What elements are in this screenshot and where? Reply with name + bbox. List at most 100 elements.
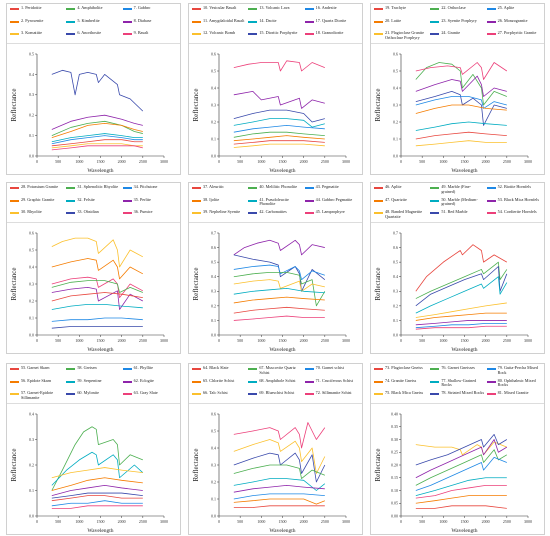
legend-label: 57. Garnet-Epidote Sillimanite [21,390,54,400]
y-tick-label: 0.3 [29,437,34,442]
x-tick-label: 0 [400,338,402,343]
line-chart: 0.0 0.1 0.2 0.3 0.4 0.5 0.6 0 500 1000 1500 2000 250… [189,44,362,174]
legend-swatch [122,199,132,202]
series-line [233,439,326,474]
legend-swatch [486,380,496,383]
legend-swatch [486,8,496,10]
x-tick-label: 500 [55,519,61,524]
legend-label: 17. Quartz Diorite [315,17,347,23]
y-tick-label: 0.5 [211,260,216,265]
legend-label: 76. Garnet Gneisses [441,365,475,370]
legend-label: 42. Carbonatites [259,209,287,214]
legend-item: 23. Syenite Porphyry [430,18,484,24]
legend-label: 30. Rhyolite [21,209,42,214]
series-line [415,322,507,329]
y-tick-label: 0.3 [211,102,216,107]
legend-label: 33. Obsidian [77,209,99,214]
legend-swatch [430,33,440,35]
legend-item: 36. Pumice [122,209,177,215]
legend-swatch [248,20,258,23]
legend-swatch [122,368,132,370]
legend-swatch [10,199,19,202]
y-tick-label: 0.20 [391,462,398,467]
legend-label: 24. Granite [441,30,461,35]
x-tick-label: 2500 [321,338,329,343]
legend-swatch [374,380,383,383]
series-line [233,464,325,479]
legend-label: 13. Volcanic Lava [259,5,290,10]
legend-swatch [486,33,496,35]
y-tick-label: 0.3 [393,102,398,107]
x-tick-label: 0 [218,519,220,524]
legend-label: 52. Biotite Hornfels [497,184,532,189]
y-tick-label: 0.2 [393,119,398,124]
series-line [233,131,325,138]
legend-item: 47. Quartzite [374,197,428,203]
x-tick-label: 1500 [279,159,287,164]
y-tick-label: 0.6 [211,51,216,56]
legend-label: 79. Gutta-Percha Mixed Rock [497,365,539,375]
x-tick-label: 3000 [524,338,532,343]
legend-item: 75. Black Mica Gneiss [374,390,428,396]
x-tick-label: 1000 [257,338,265,343]
legend-label: 70. Garnet schist [315,365,344,370]
legend-label: 49. Marble (Fine-grained) [441,184,471,194]
legend: 10. Vesicular Basalt 13. Volcanic Lava 16.… [189,4,362,44]
legend-item: 12. Volcanic Bomb [192,30,246,36]
x-tick-label: 500 [55,338,61,343]
legend: 64. Black Slate 67. Muscovite Quartz Schi… [189,364,362,404]
legend-swatch [122,212,132,214]
legend-label: 38. Ijolite [203,196,220,202]
y-tick-label: 0.0 [393,153,398,158]
legend-item: 58. Greisen [66,365,120,371]
series-line [415,320,507,326]
y-tick-label: 0.4 [211,445,216,450]
legend-item: 54. Cordierite Hornfels [486,209,541,215]
y-tick-label: 0.6 [29,230,34,235]
y-tick-label: 0.4 [29,411,34,416]
y-tick-label: 0.25 [391,450,398,455]
legend-swatch [66,20,76,23]
legend-item: 51. Red Marble [430,209,484,215]
legend-label: 54. Cordierite Hornfels [497,209,537,214]
legend-item: 5. Kimberlite [66,18,120,24]
y-tick-label: 0.0 [29,153,34,158]
series-line [415,505,507,509]
legend-swatch [248,187,258,189]
legend-item: 60. Mylonite [66,390,120,396]
series-line [415,75,507,97]
x-tick-label: 500 [237,519,243,524]
legend-item: 34. Pitchstone [122,184,177,190]
legend-swatch [66,368,76,370]
legend-item: 4. Amphibolite [66,5,120,11]
series-line [233,254,326,292]
legend-swatch [192,187,201,189]
legend-item: 32. Felsite [66,197,120,203]
series-line [51,317,143,322]
y-tick-label: 0.4 [211,85,216,90]
legend-label: 73. Plagioclase Gneiss [385,365,423,370]
y-tick-label: 0.0 [29,332,34,337]
y-tick-label: 0.2 [211,479,216,484]
x-tick-label: 1500 [279,338,287,343]
y-tick-label: 0.0 [211,513,216,518]
legend-swatch [304,199,314,202]
legend-item: 42. Carbonatites [248,209,302,215]
legend-swatch [304,380,314,383]
x-tick-label: 2500 [503,519,511,524]
legend-label: 68. Amphibole Schist [259,377,296,383]
series-line [51,133,143,143]
y-tick-label: 0.2 [211,303,216,308]
legend: 73. Plagioclase Gneiss 76. Garnet Gneisse… [371,364,544,404]
x-tick-label: 2000 [118,338,126,343]
legend-swatch [374,199,383,202]
legend-swatch [248,8,258,10]
y-tick-label: 0.6 [393,245,398,250]
series-line [233,485,325,493]
y-tick-label: 0.7 [211,230,216,235]
legend-swatch [430,8,440,10]
series-line [233,452,326,483]
legend-item: 11. Amygdaloidal Basalt [192,18,246,24]
legend-label: 74. Granite Gneiss [385,377,417,383]
x-tick-label: 1000 [75,519,83,524]
